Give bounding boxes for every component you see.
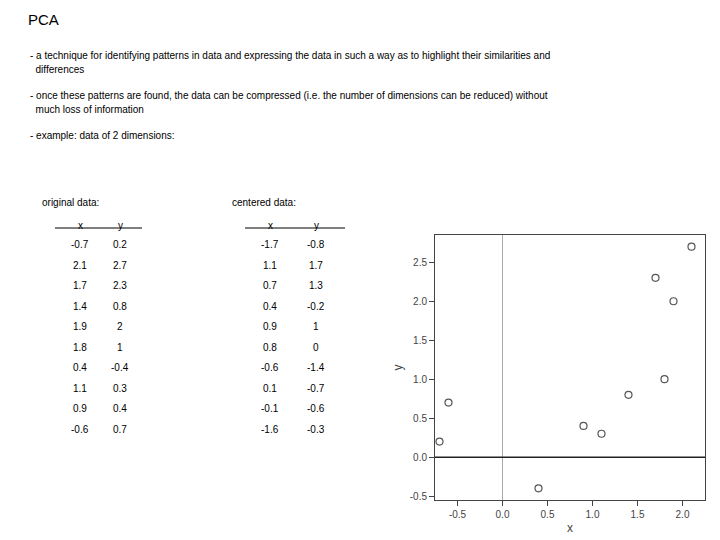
svg-text:PCA: PCA (28, 11, 59, 28)
svg-text:x: x (78, 220, 83, 231)
svg-text:- a technique for identifying: - a technique for identifying patterns i… (30, 50, 550, 61)
svg-text:-0.6: -0.6 (71, 424, 89, 435)
svg-text:1.1: 1.1 (73, 383, 87, 394)
svg-text:2: 2 (117, 321, 123, 332)
svg-text:-0.4: -0.4 (111, 362, 129, 373)
svg-text:1.5: 1.5 (631, 509, 645, 520)
svg-text:0.7: 0.7 (263, 280, 277, 291)
svg-text:1.1: 1.1 (263, 260, 277, 271)
svg-text:centered data:: centered data: (232, 197, 296, 208)
svg-text:x: x (268, 220, 273, 231)
svg-text:0.8: 0.8 (263, 342, 277, 353)
svg-text:0.9: 0.9 (73, 403, 87, 414)
svg-text:1.7: 1.7 (309, 260, 323, 271)
svg-text:0: 0 (313, 342, 319, 353)
svg-text:1.5: 1.5 (413, 335, 427, 346)
svg-text:2.3: 2.3 (113, 280, 127, 291)
svg-text:1.9: 1.9 (73, 321, 87, 332)
svg-text:1.3: 1.3 (309, 280, 323, 291)
svg-text:x: x (567, 521, 573, 535)
svg-text:- once these patterns are foun: - once these patterns are found, the dat… (30, 90, 548, 101)
svg-text:2.5: 2.5 (413, 257, 427, 268)
svg-text:1.8: 1.8 (73, 342, 87, 353)
svg-text:-0.6: -0.6 (307, 403, 325, 414)
svg-text:1.0: 1.0 (413, 374, 427, 385)
svg-text:0.4: 0.4 (73, 362, 87, 373)
svg-text:-1.7: -1.7 (261, 239, 279, 250)
svg-text:1.7: 1.7 (73, 280, 87, 291)
svg-text:2.0: 2.0 (413, 296, 427, 307)
svg-text:0.0: 0.0 (496, 509, 510, 520)
svg-text:2.0: 2.0 (676, 509, 690, 520)
svg-text:y: y (118, 220, 123, 231)
svg-text:much loss of information: much loss of information (30, 104, 144, 115)
svg-text:differences: differences (30, 64, 84, 75)
svg-text:-0.6: -0.6 (261, 362, 279, 373)
svg-text:0.5: 0.5 (541, 509, 555, 520)
svg-text:-0.8: -0.8 (307, 239, 325, 250)
svg-text:y: y (314, 220, 319, 231)
svg-text:-0.7: -0.7 (71, 239, 89, 250)
svg-text:0.8: 0.8 (113, 301, 127, 312)
svg-text:original data:: original data: (42, 197, 99, 208)
svg-text:0.7: 0.7 (113, 424, 127, 435)
svg-text:2.7: 2.7 (113, 260, 127, 271)
svg-text:0.4: 0.4 (113, 403, 127, 414)
svg-text:y: y (391, 365, 405, 371)
svg-text:-1.4: -1.4 (307, 362, 325, 373)
svg-text:0.1: 0.1 (263, 383, 277, 394)
svg-text:-0.1: -0.1 (261, 403, 279, 414)
svg-text:-0.2: -0.2 (307, 301, 325, 312)
svg-text:-1.6: -1.6 (261, 424, 279, 435)
svg-text:1: 1 (117, 342, 123, 353)
svg-text:-0.5: -0.5 (410, 491, 428, 502)
svg-text:1.4: 1.4 (73, 301, 87, 312)
svg-text:-0.5: -0.5 (449, 509, 467, 520)
svg-text:-0.3: -0.3 (307, 424, 325, 435)
svg-text:1.0: 1.0 (586, 509, 600, 520)
svg-text:1: 1 (313, 321, 319, 332)
svg-text:0.3: 0.3 (113, 383, 127, 394)
svg-text:2.1: 2.1 (73, 260, 87, 271)
svg-text:0.5: 0.5 (413, 413, 427, 424)
svg-text:0.9: 0.9 (263, 321, 277, 332)
svg-text:- example: data of 2 dimension: - example: data of 2 dimensions: (30, 130, 175, 141)
svg-text:0.2: 0.2 (113, 239, 127, 250)
svg-text:0.4: 0.4 (263, 301, 277, 312)
svg-text:-0.7: -0.7 (307, 383, 325, 394)
svg-text:0.0: 0.0 (413, 452, 427, 463)
